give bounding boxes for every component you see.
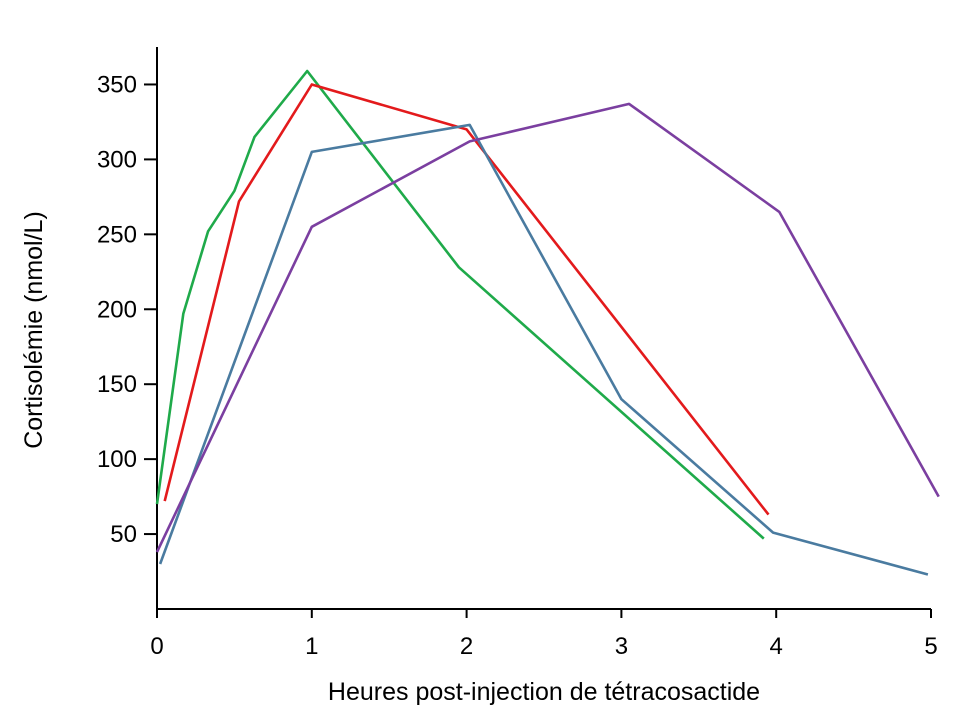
ticks: 0 1 2 3 4 5 50 100 150 200 250 300 350 [97, 71, 938, 660]
x-tick-label: 0 [150, 633, 163, 660]
y-tick-label: 250 [97, 221, 137, 248]
x-tick-label: 5 [924, 633, 937, 660]
series-layer [155, 69, 940, 576]
series-line-2 [163, 83, 770, 516]
axes [156, 47, 931, 610]
y-tick-label: 50 [110, 521, 137, 548]
series-line-4 [155, 102, 940, 553]
x-tick-label: 3 [615, 633, 628, 660]
y-tick-label: 200 [97, 296, 137, 323]
series-line-3 [158, 123, 929, 576]
y-tick-label: 150 [97, 371, 137, 398]
series-line-1 [155, 69, 765, 540]
y-tick-label: 300 [97, 146, 137, 173]
x-axis-title: Heures post-injection de tétracosactide [328, 678, 760, 706]
y-axis-title: Cortisolémie (nmol/L) [20, 211, 48, 449]
y-tick-label: 100 [97, 446, 137, 473]
x-tick-label: 2 [460, 633, 473, 660]
x-tick-label: 1 [305, 633, 318, 660]
y-tick-label: 350 [97, 71, 137, 98]
x-tick-label: 4 [770, 633, 783, 660]
